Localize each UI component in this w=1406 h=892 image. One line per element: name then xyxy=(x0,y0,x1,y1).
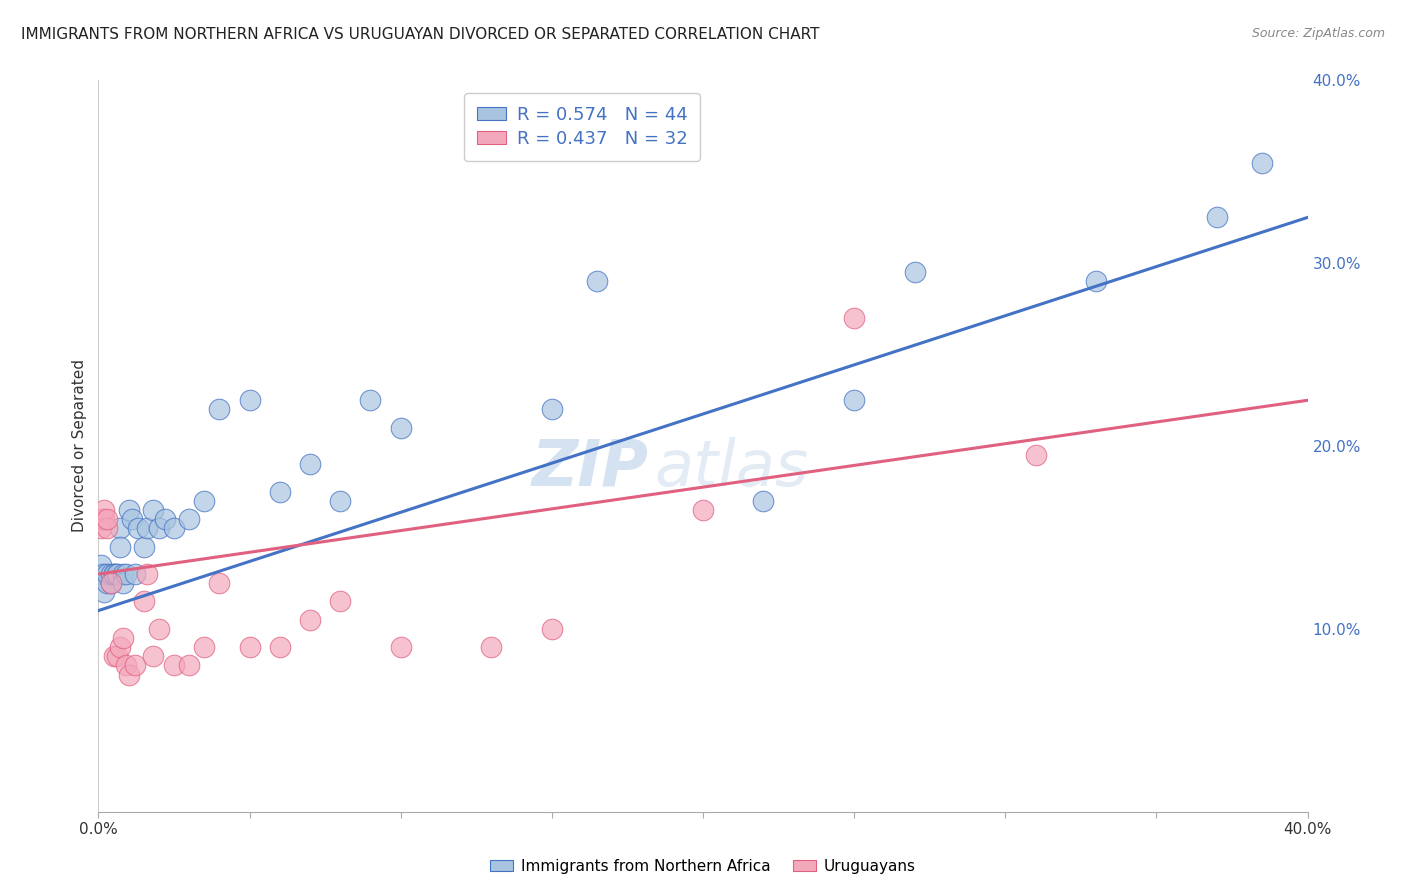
Point xyxy=(121,512,143,526)
Legend: Immigrants from Northern Africa, Uruguayans: Immigrants from Northern Africa, Uruguay… xyxy=(484,853,922,880)
Point xyxy=(132,540,155,554)
Point xyxy=(135,567,157,582)
Point xyxy=(329,594,352,608)
Point xyxy=(329,493,352,508)
Point xyxy=(1251,155,1274,169)
Point xyxy=(111,631,134,645)
Point xyxy=(132,594,155,608)
Point xyxy=(299,458,322,472)
Point xyxy=(124,658,146,673)
Point xyxy=(193,493,215,508)
Point xyxy=(108,640,131,655)
Point xyxy=(163,658,186,673)
Text: Source: ZipAtlas.com: Source: ZipAtlas.com xyxy=(1251,27,1385,40)
Point xyxy=(111,576,134,591)
Point xyxy=(105,649,128,664)
Point xyxy=(118,667,141,681)
Point xyxy=(239,640,262,655)
Point xyxy=(124,567,146,582)
Point xyxy=(103,649,125,664)
Point xyxy=(208,576,231,591)
Point xyxy=(1206,211,1229,225)
Point xyxy=(148,622,170,636)
Point xyxy=(142,649,165,664)
Point xyxy=(193,640,215,655)
Y-axis label: Divorced or Separated: Divorced or Separated xyxy=(72,359,87,533)
Point xyxy=(103,567,125,582)
Point xyxy=(100,576,122,591)
Point xyxy=(105,567,128,582)
Point xyxy=(844,393,866,408)
Point xyxy=(96,521,118,535)
Point xyxy=(96,576,118,591)
Point xyxy=(135,521,157,535)
Point xyxy=(118,503,141,517)
Point xyxy=(114,658,136,673)
Point xyxy=(100,567,122,582)
Point xyxy=(389,421,412,435)
Point xyxy=(90,512,112,526)
Point xyxy=(100,576,122,591)
Point xyxy=(108,521,131,535)
Point xyxy=(239,393,262,408)
Point xyxy=(114,567,136,582)
Point xyxy=(1085,275,1108,289)
Point xyxy=(269,484,291,499)
Point xyxy=(844,311,866,326)
Point xyxy=(163,521,186,535)
Point xyxy=(586,275,609,289)
Point xyxy=(540,402,562,417)
Point xyxy=(96,567,118,582)
Point xyxy=(90,567,112,582)
Point xyxy=(103,567,125,582)
Point xyxy=(96,512,118,526)
Point xyxy=(111,567,134,582)
Point xyxy=(148,521,170,535)
Point xyxy=(299,613,322,627)
Point xyxy=(179,658,201,673)
Point xyxy=(1024,448,1046,462)
Point xyxy=(269,640,291,655)
Point xyxy=(93,503,115,517)
Point xyxy=(540,622,562,636)
Point xyxy=(105,567,128,582)
Point xyxy=(93,512,115,526)
Point xyxy=(108,540,131,554)
Point xyxy=(360,393,382,408)
Point xyxy=(90,558,112,572)
Point xyxy=(127,521,149,535)
Point xyxy=(692,503,714,517)
Point xyxy=(904,265,927,279)
Text: atlas: atlas xyxy=(655,437,808,499)
Point xyxy=(93,567,115,582)
Point xyxy=(90,521,112,535)
Point xyxy=(93,585,115,599)
Point xyxy=(752,493,775,508)
Point xyxy=(153,512,176,526)
Text: IMMIGRANTS FROM NORTHERN AFRICA VS URUGUAYAN DIVORCED OR SEPARATED CORRELATION C: IMMIGRANTS FROM NORTHERN AFRICA VS URUGU… xyxy=(21,27,820,42)
Point xyxy=(389,640,412,655)
Legend: R = 0.574   N = 44, R = 0.437   N = 32: R = 0.574 N = 44, R = 0.437 N = 32 xyxy=(464,93,700,161)
Point xyxy=(208,402,231,417)
Point xyxy=(142,503,165,517)
Point xyxy=(481,640,503,655)
Text: ZIP: ZIP xyxy=(531,437,648,499)
Point xyxy=(179,512,201,526)
